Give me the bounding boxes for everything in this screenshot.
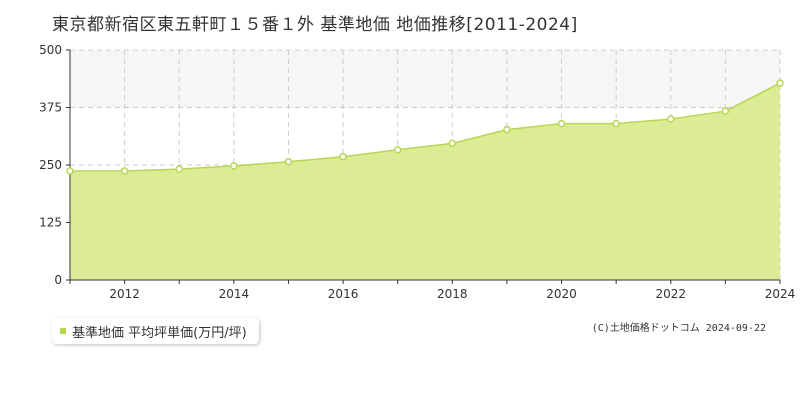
x-tick-label: 2014 [219,287,250,301]
x-tick-label: 2018 [437,287,468,301]
chart-title: 東京都新宿区東五軒町１５番１外 基準地価 地価推移[2011-2024] [52,15,578,35]
axis-layer [66,49,781,284]
legend-marker-icon [60,328,66,334]
data-point [448,139,457,148]
upper-band [70,50,780,108]
copyright-text: (C)土地価格ドットコム 2024-09-22 [591,323,766,334]
data-point [120,167,129,175]
data-point [175,165,183,173]
data-point [612,119,620,128]
data-point [503,125,511,134]
data-point [230,162,238,170]
x-tick-label: 2016 [328,287,359,301]
data-point [66,167,74,175]
series-line [70,82,781,172]
label-layer: 0 125 250 375 500 2012 2014 2016 2018 2020 2022 202… [39,43,795,301]
data-point [557,119,566,128]
x-tick-label: 2022 [655,287,686,301]
data-point [721,107,730,115]
data-point [393,146,402,154]
y-tick-label: 250 [39,158,62,172]
legend: 基準地価 平均坪単価(万円/坪) [52,318,259,344]
legend-label: 基準地価 平均坪単価(万円/坪) [72,325,247,341]
series-area [70,83,780,280]
y-tick-label: 0 [54,273,62,287]
marker-layer [66,79,784,175]
x-tick-label: 2020 [546,287,577,301]
data-point [284,158,293,166]
y-tick-label: 375 [39,101,62,115]
data-point [776,79,784,87]
data-point [667,115,675,123]
x-tick-label: 2012 [109,287,140,301]
data-point [339,152,347,161]
y-tick-label: 125 [39,216,62,230]
x-tick-label: 2024 [765,287,796,301]
y-tick-label: 500 [39,43,62,57]
